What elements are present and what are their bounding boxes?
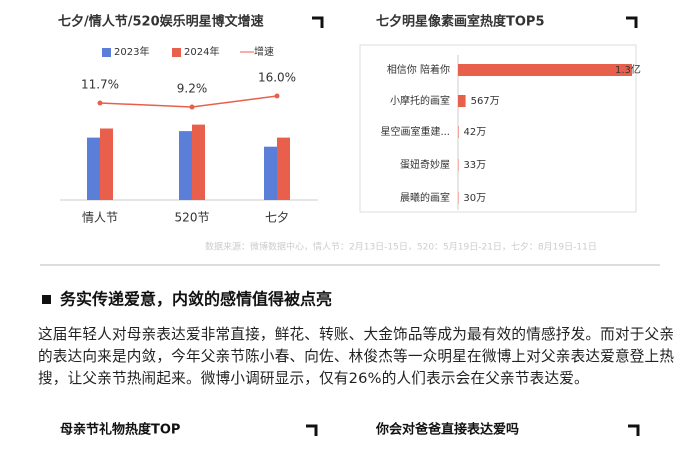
data-label: 9.2% [177,82,208,96]
legend-label: 2024年 [184,45,219,58]
point [189,104,195,110]
data-label: 1.3亿 [615,63,641,76]
corner [312,16,324,28]
paragraph: 这届年轻人对母亲表达爱非常直接，鲜花、转账、大金饰品等成为最有效的情感抒发。而对… [38,326,675,387]
chart-title: 七夕明星像素画室热度TOP5 [376,14,545,30]
data-label: 16.0% [258,71,296,85]
y-tick-label: 晨曦的画室 [400,191,450,204]
data-label: 42万 [464,127,487,138]
point [97,100,103,106]
bar [458,64,632,76]
data-label: 30万 [463,193,486,204]
corner [306,424,318,436]
legend-label: 增速 [254,45,274,58]
section-title: 务实传递爱意，内敛的感情值得被点亮 [60,290,332,309]
bar [264,146,277,200]
y-tick-label: 相信你 陪着你 [387,63,450,76]
bar [100,128,113,200]
x-tick-label: 520节 [175,211,210,225]
legend-swatch [102,48,111,57]
panel [359,44,637,213]
bullet [42,295,51,304]
legend-label: 2023年 [114,45,149,58]
subhead: 你会对爸爸直接表达爱吗 [375,422,519,438]
subhead: 母亲节礼物热度TOP [60,422,180,438]
bar [179,131,192,200]
y-tick-label: 蛋妞奇妙屋 [400,158,450,171]
bar [277,137,290,200]
line [99,95,278,108]
chart-title: 七夕/情人节/520娱乐明星博文增速 [58,14,264,30]
data-label: 11.7% [81,77,119,91]
data-label: 567万 [471,96,500,107]
x-tick-label: 情人节 [82,211,118,225]
bar [87,137,100,200]
y-tick-label: 星空画室重建... [380,125,450,138]
source: 数据来源：微博数据中心，情人节：2月13日-15日，520：5月19日-21日，… [205,241,597,253]
y-tick-label: 小摩托的画室 [390,94,450,107]
corner [626,16,638,28]
legend-swatch [172,48,181,57]
point [274,93,280,99]
corner [628,424,640,436]
bar [458,126,459,138]
x-tick-label: 七夕 [265,211,289,225]
bar [192,124,205,200]
bar [458,95,466,107]
data-label: 33万 [463,160,486,171]
